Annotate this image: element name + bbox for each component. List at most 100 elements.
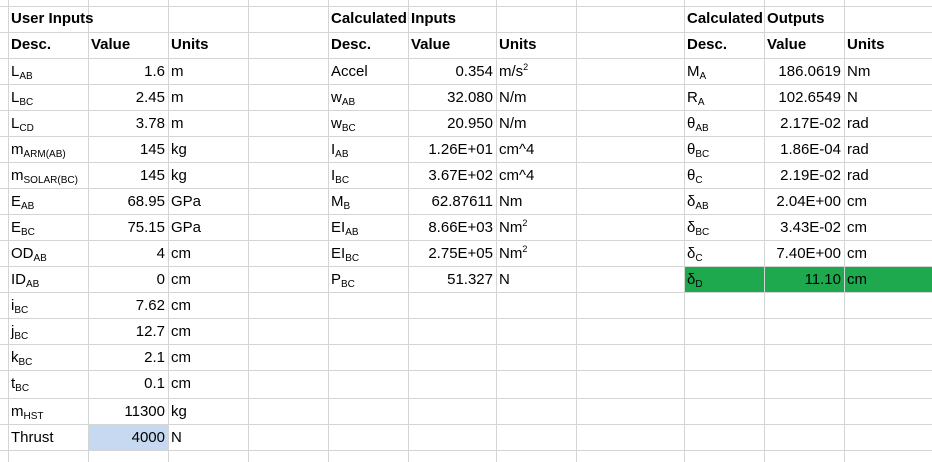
desc-cell[interactable]: Accel bbox=[328, 59, 408, 85]
desc-cell[interactable]: EAB bbox=[8, 189, 88, 215]
units-cell[interactable]: cm bbox=[168, 267, 248, 293]
units-cell[interactable]: cm bbox=[844, 215, 932, 241]
value-cell[interactable]: 3.43E-02 bbox=[780, 219, 841, 236]
value-cell[interactable]: 11.10 bbox=[804, 271, 841, 288]
desc-cell[interactable]: IBC bbox=[328, 163, 408, 189]
units-cell[interactable]: N/m bbox=[496, 85, 576, 111]
value-cell[interactable]: 0 bbox=[156, 271, 165, 288]
desc-cell[interactable]: EIAB bbox=[328, 215, 408, 241]
value-cell[interactable]: 1.26E+01 bbox=[428, 141, 493, 158]
value-cell[interactable]: 0.1 bbox=[144, 375, 165, 392]
desc-cell[interactable]: wAB bbox=[328, 85, 408, 111]
desc-cell[interactable]: Thrust bbox=[8, 425, 88, 451]
value-cell[interactable]: 8.66E+03 bbox=[428, 219, 493, 236]
value-cell[interactable]: 11300 bbox=[124, 403, 165, 420]
value-cell[interactable]: 4 bbox=[156, 245, 165, 262]
desc-cell[interactable]: LCD bbox=[8, 111, 88, 137]
units-cell[interactable]: cm bbox=[844, 267, 932, 293]
value-cell[interactable]: 62.87611 bbox=[431, 193, 493, 210]
value-cell[interactable]: 68.95 bbox=[127, 193, 165, 210]
units-cell[interactable]: rad bbox=[844, 163, 932, 189]
units-cell[interactable]: m bbox=[168, 59, 248, 85]
value-cell[interactable]: 102.6549 bbox=[778, 89, 841, 106]
value-cell[interactable]: 2.75E+05 bbox=[428, 245, 493, 262]
desc-cell[interactable]: θBC bbox=[684, 137, 764, 163]
desc-cell[interactable]: MB bbox=[328, 189, 408, 215]
desc-cell[interactable]: θAB bbox=[684, 111, 764, 137]
desc-cell[interactable]: IDAB bbox=[8, 267, 88, 293]
value-cell[interactable]: 4000 bbox=[131, 429, 165, 446]
units-cell[interactable]: cm^4 bbox=[496, 163, 576, 189]
units-cell[interactable]: rad bbox=[844, 111, 932, 137]
desc-cell[interactable]: θC bbox=[684, 163, 764, 189]
units-cell[interactable]: cm bbox=[844, 189, 932, 215]
value-cell[interactable]: 2.04E+00 bbox=[776, 193, 841, 210]
desc-cell[interactable]: EIBC bbox=[328, 241, 408, 267]
value-cell[interactable]: 2.17E-02 bbox=[780, 115, 841, 132]
value-cell[interactable]: 7.40E+00 bbox=[776, 245, 841, 262]
units-cell[interactable]: N bbox=[496, 267, 576, 293]
value-cell[interactable]: 2.19E-02 bbox=[780, 167, 841, 184]
value-cell[interactable]: 12.7 bbox=[135, 323, 165, 340]
value-cell[interactable]: 1.86E-04 bbox=[780, 141, 841, 158]
desc-cell[interactable]: ODAB bbox=[8, 241, 88, 267]
value-cell[interactable]: 32.080 bbox=[447, 89, 493, 106]
desc-cell[interactable]: EBC bbox=[8, 215, 88, 241]
value-cell[interactable]: 186.0619 bbox=[778, 63, 841, 80]
units-cell[interactable]: cm bbox=[168, 319, 248, 345]
units-cell[interactable]: Nm2 bbox=[496, 241, 576, 267]
units-cell[interactable]: m bbox=[168, 111, 248, 137]
value-cell[interactable]: 51.327 bbox=[447, 271, 493, 288]
desc-cell[interactable]: PBC bbox=[328, 267, 408, 293]
units-cell[interactable]: kg bbox=[168, 399, 248, 425]
value-cell[interactable]: 75.15 bbox=[127, 219, 165, 236]
units-cell[interactable]: cm bbox=[168, 371, 248, 397]
desc-cell[interactable]: LAB bbox=[8, 59, 88, 85]
value-cell[interactable]: 7.62 bbox=[135, 297, 165, 314]
units-cell[interactable]: Nm bbox=[496, 189, 576, 215]
units-cell[interactable]: N/m bbox=[496, 111, 576, 137]
units-cell[interactable]: N bbox=[844, 85, 932, 111]
units-cell[interactable]: cm bbox=[168, 241, 248, 267]
desc-cell[interactable]: IAB bbox=[328, 137, 408, 163]
units-cell[interactable]: kg bbox=[168, 163, 248, 189]
desc-cell[interactable]: LBC bbox=[8, 85, 88, 111]
units-cell[interactable]: GPa bbox=[168, 189, 248, 215]
value-cell[interactable]: 3.67E+02 bbox=[428, 167, 493, 184]
units-cell[interactable]: GPa bbox=[168, 215, 248, 241]
desc-cell[interactable]: mARM(AB) bbox=[8, 137, 88, 163]
units-cell[interactable]: Nm bbox=[844, 59, 932, 85]
desc-cell[interactable]: MA bbox=[684, 59, 764, 85]
desc-cell[interactable]: δC bbox=[684, 241, 764, 267]
value-cell[interactable]: 3.78 bbox=[135, 115, 165, 132]
desc-cell[interactable]: iBC bbox=[8, 293, 88, 319]
desc-cell[interactable]: tBC bbox=[8, 371, 88, 397]
units-cell[interactable]: Nm2 bbox=[496, 215, 576, 241]
units-cell[interactable]: m bbox=[168, 85, 248, 111]
value-cell[interactable]: 145 bbox=[139, 167, 165, 184]
units-cell[interactable]: N bbox=[168, 425, 248, 451]
desc-cell[interactable]: RA bbox=[684, 85, 764, 111]
value-cell[interactable]: 20.950 bbox=[447, 115, 493, 132]
value-cell[interactable]: 2.45 bbox=[135, 89, 165, 106]
units-cell[interactable]: cm bbox=[168, 345, 248, 371]
value-cell[interactable]: 2.1 bbox=[144, 349, 165, 366]
desc-cell[interactable]: kBC bbox=[8, 345, 88, 371]
units-cell[interactable]: cm bbox=[844, 241, 932, 267]
desc-cell[interactable]: δBC bbox=[684, 215, 764, 241]
value-cell[interactable]: 145 bbox=[139, 141, 165, 158]
units-cell[interactable]: kg bbox=[168, 137, 248, 163]
desc-cell[interactable]: wBC bbox=[328, 111, 408, 137]
units-cell[interactable]: rad bbox=[844, 137, 932, 163]
desc-cell[interactable]: mSOLAR(BC) bbox=[8, 163, 88, 189]
desc-cell[interactable]: δD bbox=[684, 267, 764, 293]
units-cell[interactable]: cm bbox=[168, 293, 248, 319]
value-cell[interactable]: 1.6 bbox=[144, 63, 165, 80]
units-cell[interactable]: cm^4 bbox=[496, 137, 576, 163]
desc-cell[interactable]: δAB bbox=[684, 189, 764, 215]
desc-cell[interactable]: mHST bbox=[8, 399, 88, 425]
value-cell[interactable]: 0.354 bbox=[455, 63, 493, 80]
units-cell[interactable]: m/s2 bbox=[496, 59, 576, 85]
desc-cell[interactable]: jBC bbox=[8, 319, 88, 345]
